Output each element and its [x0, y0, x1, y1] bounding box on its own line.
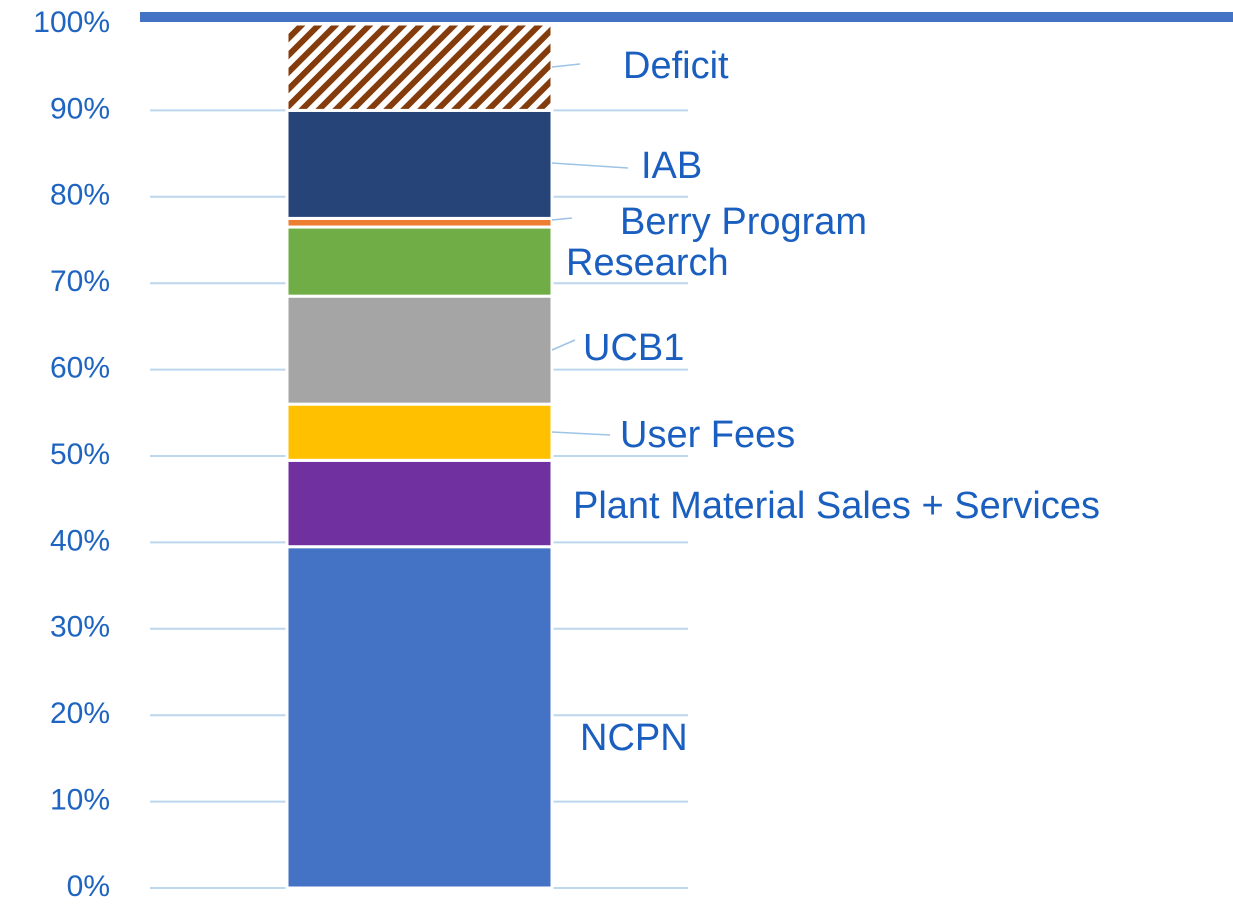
segment-label: IAB — [641, 145, 702, 187]
leader-line — [551, 431, 611, 436]
bar-segment — [285, 22, 554, 112]
bar-segment — [285, 545, 554, 890]
bar-segment — [285, 294, 554, 406]
segment-label: Deficit — [623, 45, 729, 87]
segment-label: Plant Material Sales + Services — [573, 485, 1100, 527]
leader-line — [551, 162, 629, 169]
y-tick-label: 90% — [50, 92, 110, 125]
y-tick-label: 60% — [50, 352, 110, 385]
y-tick-label: 10% — [50, 784, 110, 817]
segment-label: User Fees — [620, 414, 795, 456]
header-band — [140, 12, 1233, 22]
segment-label: UCB1 — [583, 327, 684, 369]
leader-line — [551, 339, 576, 351]
leader-line — [551, 63, 581, 68]
y-tick-label: 100% — [33, 6, 110, 39]
y-tick-label: 80% — [50, 179, 110, 212]
y-tick-label: 70% — [50, 265, 110, 298]
segment-label: Research — [566, 242, 729, 284]
segment-label: NCPN — [580, 717, 688, 759]
y-tick-label: 40% — [50, 524, 110, 557]
y-tick-label: 50% — [50, 438, 110, 471]
bar-segment — [285, 225, 554, 298]
y-tick-label: 20% — [50, 697, 110, 730]
bar-segment — [285, 402, 554, 462]
bar-segment — [285, 458, 554, 549]
y-tick-label: 0% — [67, 870, 110, 903]
bar-segment — [285, 108, 554, 220]
y-tick-label: 30% — [50, 611, 110, 644]
segment-label: Berry Program — [620, 201, 867, 243]
leader-line — [551, 217, 573, 221]
